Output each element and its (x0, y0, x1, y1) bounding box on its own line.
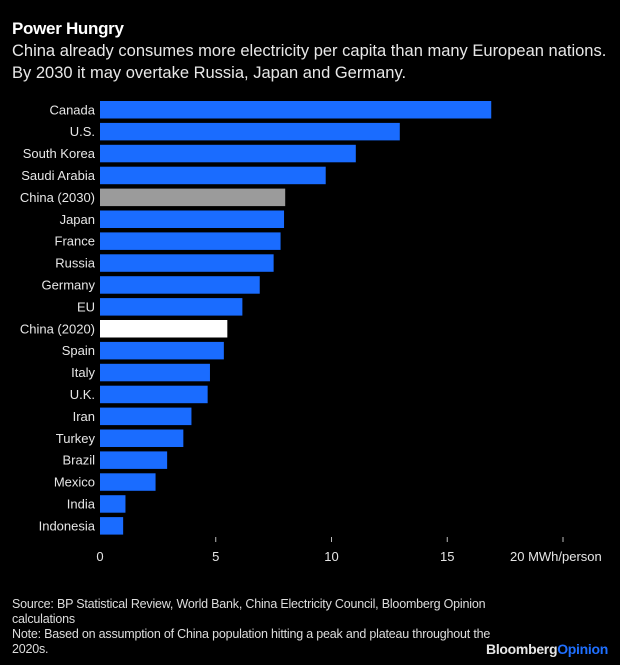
bar-indonesia (100, 517, 124, 535)
bar-spain (100, 341, 224, 360)
bar-brazil (100, 451, 168, 469)
bar-germany (100, 276, 260, 294)
bar-russia (100, 254, 274, 272)
bars-group (100, 101, 492, 535)
bar-chart: Canada U.S. South Korea Saudi Arabia China (… (20, 101, 602, 564)
category-label-japan: Japan (60, 212, 95, 227)
category-label-turkey: Turkey (56, 431, 96, 446)
category-label-saudi-arabia: Saudi Arabia (21, 168, 95, 183)
bar-canada (100, 101, 492, 119)
source-note: Source: BP Statistical Review, World Ban… (12, 597, 486, 626)
category-label-china-2030: China (2030) (20, 190, 95, 205)
bar-u-s (100, 122, 400, 141)
x-tick-label-5: 5 (212, 549, 219, 564)
chart-footer: Source: BP Statistical Review, World Ban… (12, 597, 492, 657)
category-label-u-s: U.S. (70, 124, 95, 139)
category-label-mexico: Mexico (54, 475, 95, 490)
bar-mexico (100, 473, 156, 491)
category-labels-group: Canada U.S. South Korea Saudi Arabia China (… (20, 102, 96, 533)
x-tick-label-10: 10 (324, 549, 338, 564)
category-label-eu: EU (77, 299, 95, 314)
category-label-italy: Italy (71, 365, 95, 380)
category-label-france: France (55, 234, 95, 249)
bar-iran (100, 407, 192, 426)
bar-india (100, 495, 126, 513)
x-tick-label-20: 20 MWh/person (510, 549, 602, 564)
category-label-iran: Iran (73, 409, 95, 424)
methodology-note: Note: Based on assumption of China popul… (12, 627, 491, 656)
category-label-germany: Germany (42, 277, 96, 292)
category-label-china-2020: China (2020) (20, 321, 95, 336)
category-label-brazil: Brazil (62, 453, 95, 468)
category-label-russia: Russia (55, 256, 96, 271)
category-label-indonesia: Indonesia (39, 518, 96, 533)
chart-title: Power Hungry (12, 19, 124, 38)
bar-u-k (100, 385, 208, 404)
bloomberg-opinion-logo: BloombergOpinion (486, 641, 608, 657)
brand-bloomberg: Bloomberg (486, 641, 558, 657)
category-label-canada: Canada (49, 102, 95, 117)
x-tick-label-0: 0 (96, 549, 103, 564)
x-axis-group: 0 5 10 15 20 MWh/person (96, 537, 602, 564)
bar-japan (100, 210, 285, 228)
category-label-spain: Spain (62, 343, 95, 358)
bar-china-2030 (100, 188, 286, 207)
bar-saudi-arabia (100, 166, 326, 185)
x-tick-label-15: 15 (440, 549, 454, 564)
bar-france (100, 232, 281, 250)
brand-opinion: Opinion (557, 641, 608, 657)
category-label-u-k: U.K. (70, 387, 95, 402)
bar-south-korea (100, 144, 356, 163)
bar-china-2020 (100, 320, 228, 338)
bar-eu (100, 298, 243, 316)
category-label-india: India (67, 496, 96, 511)
chart-subtitle: China already consumes more electricity … (12, 42, 607, 82)
bar-italy (100, 363, 210, 382)
category-label-south-korea: South Korea (23, 146, 96, 161)
bar-turkey (100, 429, 184, 447)
